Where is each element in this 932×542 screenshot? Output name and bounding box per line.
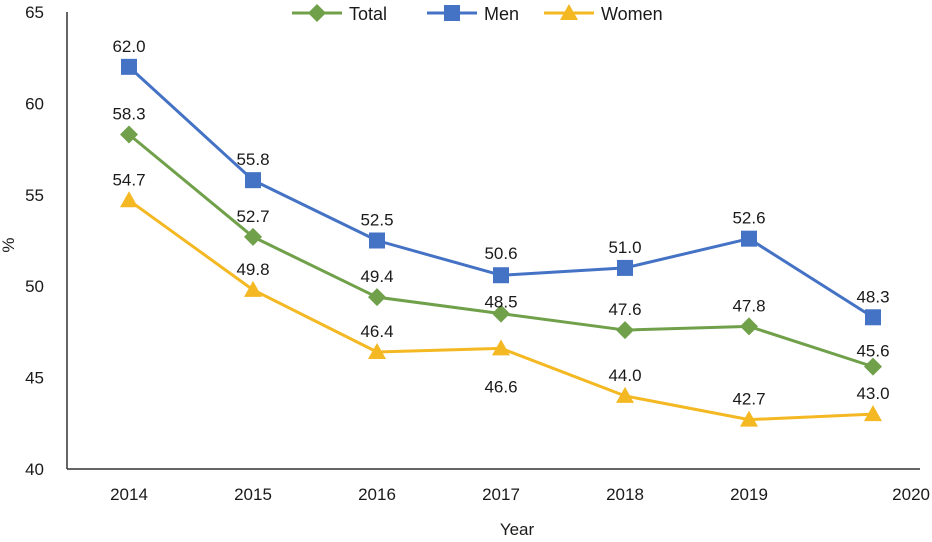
legend-label-women: Women bbox=[601, 4, 663, 24]
y-axis-title: % bbox=[0, 237, 18, 252]
x-tick-label-2017: 2017 bbox=[482, 485, 520, 504]
legend-marker-men bbox=[444, 5, 460, 21]
x-tick-label-2014: 2014 bbox=[110, 485, 148, 504]
data-label-men-2014: 62.0 bbox=[112, 37, 145, 56]
data-label-women-2019: 42.7 bbox=[732, 390, 765, 409]
point-total-2019 bbox=[740, 317, 758, 336]
data-label-women-2014: 54.7 bbox=[112, 170, 145, 189]
data-label-total-2020: 45.6 bbox=[856, 342, 889, 361]
point-total-2016 bbox=[368, 288, 386, 307]
data-label-men-2020: 48.3 bbox=[856, 287, 889, 306]
y-tick-label-40: 40 bbox=[25, 460, 44, 479]
x-axis-title: Year bbox=[500, 520, 535, 539]
axes bbox=[66, 12, 920, 470]
legend-label-men: Men bbox=[484, 4, 519, 24]
data-label-total-2015: 52.7 bbox=[236, 207, 269, 226]
series-men: 62.0 55.8 52.5 50.6 51.0 52.6 48.3 bbox=[112, 37, 890, 326]
series-layer: 54.7 49.8 46.4 46.6 44.0 42.7 43.0 58.3 52.7 49.4… bbox=[112, 37, 890, 427]
y-tick-label-60: 60 bbox=[25, 94, 44, 113]
point-women-2018 bbox=[616, 386, 634, 403]
data-label-women-2018: 44.0 bbox=[608, 366, 641, 385]
x-tick-label-2019: 2019 bbox=[730, 485, 768, 504]
data-label-women-2016: 46.4 bbox=[360, 322, 393, 341]
legend-marker-women bbox=[560, 4, 578, 20]
point-men-2016 bbox=[369, 232, 385, 249]
point-women-2017 bbox=[492, 339, 510, 356]
y-tick-label-65: 65 bbox=[25, 3, 44, 22]
point-men-2014 bbox=[121, 58, 137, 75]
legend-item-total: Total bbox=[292, 4, 387, 24]
x-tick-label-2015: 2015 bbox=[234, 485, 272, 504]
point-total-2020 bbox=[864, 357, 882, 376]
data-label-women-2015: 49.8 bbox=[236, 260, 269, 279]
point-women-2014 bbox=[120, 191, 138, 208]
data-label-total-2014: 58.3 bbox=[112, 104, 145, 123]
data-label-men-2019: 52.6 bbox=[732, 209, 765, 228]
point-men-2018 bbox=[617, 259, 633, 276]
point-men-2017 bbox=[493, 267, 509, 284]
y-tick-label-55: 55 bbox=[25, 186, 44, 205]
data-label-total-2018: 47.6 bbox=[608, 300, 641, 319]
data-label-men-2016: 52.5 bbox=[360, 211, 393, 230]
point-total-2014 bbox=[120, 125, 138, 144]
data-label-men-2015: 55.8 bbox=[236, 150, 269, 169]
point-total-2017 bbox=[492, 304, 510, 323]
series-total: 58.3 52.7 49.4 48.5 47.6 47.8 45.6 bbox=[112, 104, 890, 376]
point-women-2020 bbox=[864, 405, 882, 422]
y-tick-label-45: 45 bbox=[25, 369, 44, 388]
data-label-total-2016: 49.4 bbox=[360, 267, 393, 286]
x-tick-label-2020: 2020 bbox=[892, 485, 930, 504]
legend-item-women: Women bbox=[544, 4, 663, 24]
series-women: 54.7 49.8 46.4 46.6 44.0 42.7 43.0 bbox=[112, 170, 890, 427]
data-label-men-2017: 50.6 bbox=[484, 244, 517, 263]
legend-item-men: Men bbox=[427, 4, 519, 24]
x-tick-label-2016: 2016 bbox=[358, 485, 396, 504]
legend: Total Men Women bbox=[292, 4, 663, 24]
data-label-men-2018: 51.0 bbox=[608, 238, 641, 257]
point-women-2019 bbox=[740, 410, 758, 427]
point-total-2018 bbox=[616, 321, 634, 340]
point-total-2015 bbox=[244, 227, 262, 246]
x-ticks: 2014 2015 2016 2017 2018 2019 2020 bbox=[110, 485, 930, 504]
data-label-total-2019: 47.8 bbox=[732, 296, 765, 315]
data-label-women-2017: 46.6 bbox=[484, 377, 517, 396]
x-tick-label-2018: 2018 bbox=[606, 485, 644, 504]
y-tick-label-50: 50 bbox=[25, 277, 44, 296]
point-men-2020 bbox=[865, 309, 881, 326]
legend-marker-total bbox=[308, 4, 326, 22]
legend-label-total: Total bbox=[349, 4, 387, 24]
point-women-2016 bbox=[368, 343, 386, 360]
point-men-2019 bbox=[741, 230, 757, 247]
data-label-women-2020: 43.0 bbox=[856, 384, 889, 403]
data-label-total-2017: 48.5 bbox=[484, 293, 517, 312]
y-ticks: 40 45 50 55 60 65 bbox=[25, 3, 44, 479]
point-men-2015 bbox=[245, 172, 261, 189]
point-women-2015 bbox=[244, 280, 262, 297]
